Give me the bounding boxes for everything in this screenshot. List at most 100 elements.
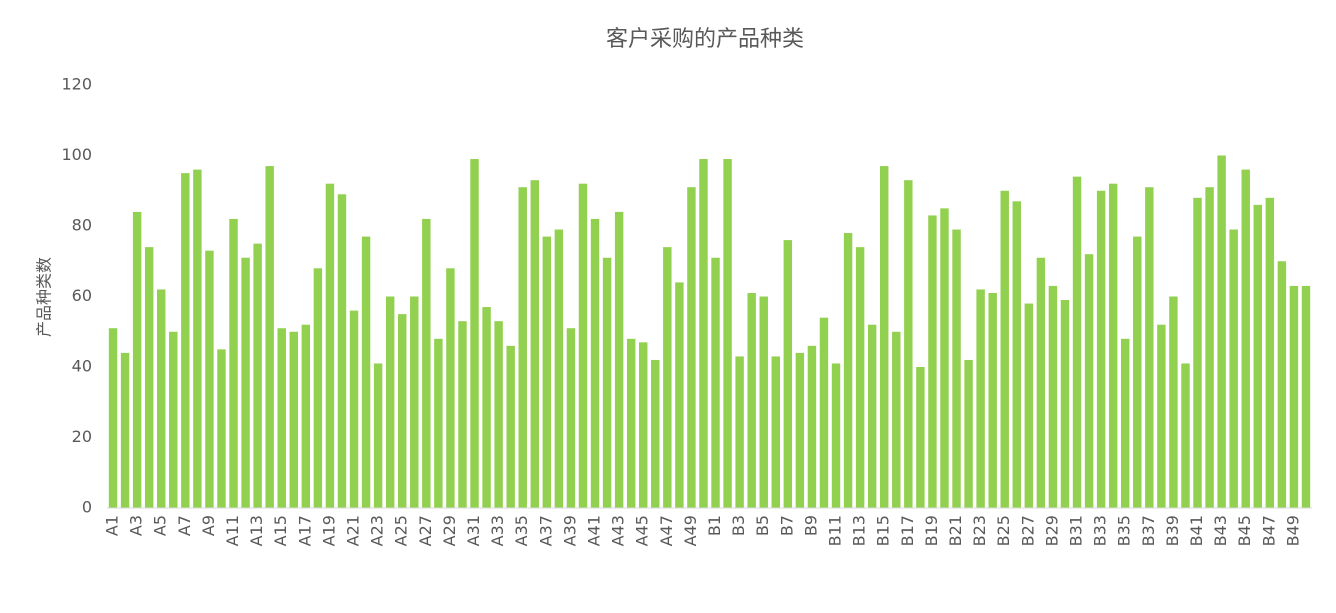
x-tick-label: B25 [994, 515, 1013, 546]
bar [940, 208, 949, 508]
bar [916, 367, 925, 508]
bar [217, 349, 226, 508]
bar [735, 356, 744, 508]
x-tick-label: B37 [1139, 515, 1158, 546]
bar [482, 307, 491, 508]
chart-title: 客户采购的产品种类 [606, 27, 804, 52]
bar [132, 211, 142, 508]
bar [711, 257, 720, 508]
bar [277, 328, 286, 508]
x-tick-label: A39 [560, 515, 579, 546]
bar [602, 257, 612, 508]
x-tick-label: A11 [223, 515, 242, 546]
bar [373, 363, 383, 508]
x-tick-label: A37 [536, 515, 555, 546]
bar [1301, 285, 1311, 508]
bar [964, 359, 973, 508]
x-tick-label: A3 [127, 515, 146, 536]
bar [771, 356, 780, 508]
x-tick-label: A35 [512, 515, 531, 546]
y-axis-label: 产品种类数 [35, 257, 54, 337]
x-tick-label: A5 [151, 515, 170, 536]
bar [1121, 338, 1130, 508]
x-tick-label: B45 [1235, 515, 1254, 546]
x-tick-label: A27 [416, 515, 435, 546]
bar [325, 183, 335, 508]
x-tick-label: B9 [801, 515, 820, 536]
x-tick-label: B27 [1018, 515, 1037, 546]
x-tick-label: A9 [199, 515, 218, 536]
bar [1133, 236, 1142, 508]
x-tick-label: B21 [946, 515, 965, 546]
bar [1229, 229, 1238, 508]
bar [904, 180, 913, 509]
bar [1157, 324, 1166, 508]
bar [687, 187, 696, 508]
bar [952, 229, 961, 508]
x-tick-label: B31 [1067, 515, 1086, 546]
bar [1241, 169, 1250, 508]
x-tick-label: B33 [1091, 515, 1110, 546]
bar [181, 173, 190, 508]
bar [590, 218, 600, 508]
bar [1060, 300, 1070, 508]
bar [337, 194, 347, 508]
bar [385, 296, 395, 508]
bar [807, 345, 817, 508]
bar [1205, 187, 1214, 508]
bar [663, 247, 672, 508]
bar [349, 310, 359, 508]
bar [867, 324, 877, 508]
bar [976, 289, 985, 508]
bar [1036, 257, 1046, 508]
bar [241, 257, 250, 508]
bar [458, 321, 467, 508]
bar [1108, 183, 1118, 508]
x-tick-label: B39 [1163, 515, 1182, 546]
bar [253, 243, 262, 508]
bar [1265, 197, 1275, 509]
bar [723, 159, 732, 508]
bar [855, 247, 865, 508]
x-tick-label: B11 [826, 515, 845, 546]
bar [1181, 363, 1190, 508]
bar [892, 331, 901, 508]
bar [1289, 285, 1299, 508]
x-tick-label: B15 [874, 515, 893, 546]
bar [265, 166, 274, 508]
bar [675, 282, 684, 508]
x-tick-label: A41 [585, 515, 604, 546]
x-tick-label: B49 [1283, 515, 1302, 546]
x-tick-label: A15 [271, 515, 290, 546]
x-tick-label: B35 [1115, 515, 1134, 546]
bar [747, 292, 756, 508]
bar [289, 331, 298, 508]
bar [205, 250, 214, 509]
x-tick-label: B41 [1187, 515, 1206, 546]
bar [566, 328, 576, 508]
bar [313, 268, 323, 508]
bar [542, 236, 552, 508]
bar [988, 292, 997, 508]
bar [783, 240, 793, 508]
bar [157, 289, 166, 508]
bar [554, 229, 564, 508]
bar [1277, 261, 1287, 508]
bar [229, 218, 238, 508]
bar [193, 169, 202, 508]
x-tick-label: A7 [175, 515, 194, 536]
bar [831, 363, 841, 508]
bar [434, 338, 443, 508]
bar [928, 215, 937, 509]
bar [361, 236, 371, 508]
y-tick-label: 60 [72, 286, 92, 305]
x-tick-label: A49 [681, 515, 700, 546]
bar [1193, 197, 1202, 509]
bar [614, 211, 624, 508]
bar [639, 342, 648, 508]
bar [530, 180, 539, 509]
bar [422, 218, 431, 508]
bar [108, 328, 118, 508]
x-tick-label: B5 [753, 515, 772, 536]
